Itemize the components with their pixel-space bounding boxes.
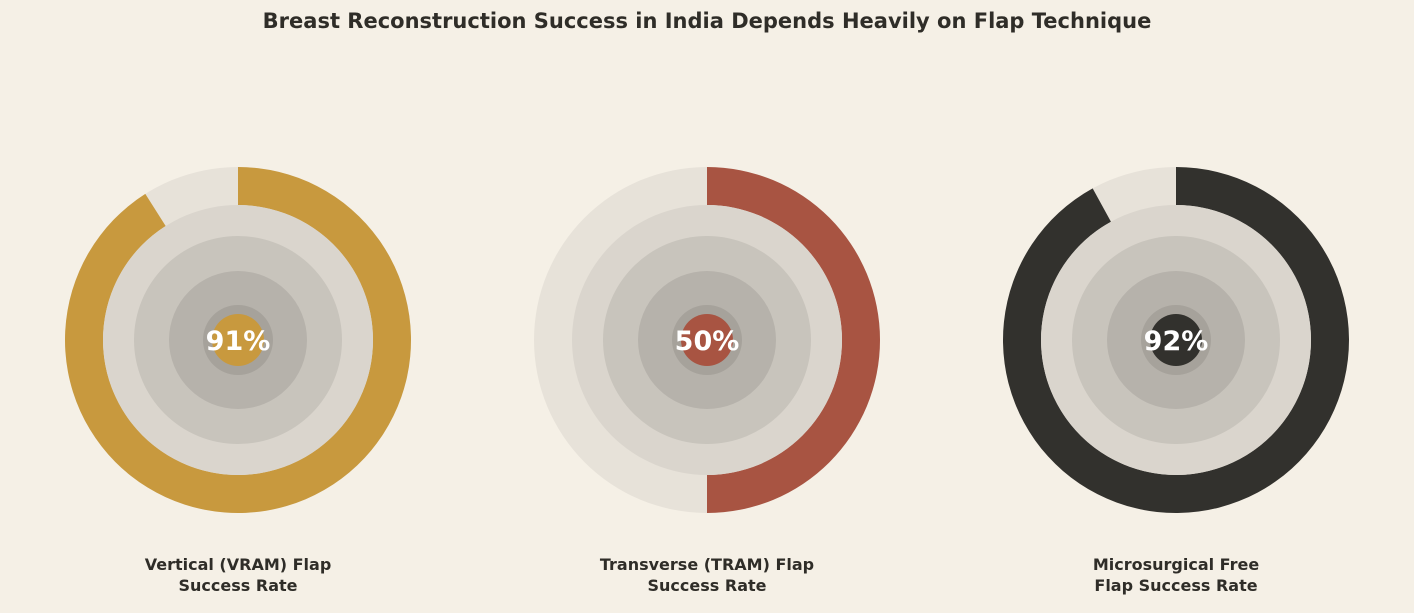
gauge-tram: 50% bbox=[534, 167, 880, 513]
gauge-center-dot bbox=[1150, 314, 1202, 366]
gauge-center-dot bbox=[212, 314, 264, 366]
gauge-value-label: 92% bbox=[1144, 326, 1209, 357]
gauge-caption-free-flap: Microsurgical Free Flap Success Rate bbox=[1092, 555, 1260, 595]
gauge-value-label: 50% bbox=[675, 326, 740, 357]
chart-title: Breast Reconstruction Success in India D… bbox=[262, 9, 1152, 33]
gauge-free-flap: 92% bbox=[1003, 167, 1349, 513]
gauge-vram: 91% bbox=[65, 167, 411, 513]
gauge-caption-tram: Transverse (TRAM) Flap Success Rate bbox=[599, 555, 815, 595]
gauge-value-arc bbox=[707, 167, 880, 513]
gauge-caption-vram: Vertical (VRAM) Flap Success Rate bbox=[144, 555, 332, 595]
gauge-value-label: 91% bbox=[206, 326, 271, 357]
gauge-center-dot bbox=[681, 314, 733, 366]
